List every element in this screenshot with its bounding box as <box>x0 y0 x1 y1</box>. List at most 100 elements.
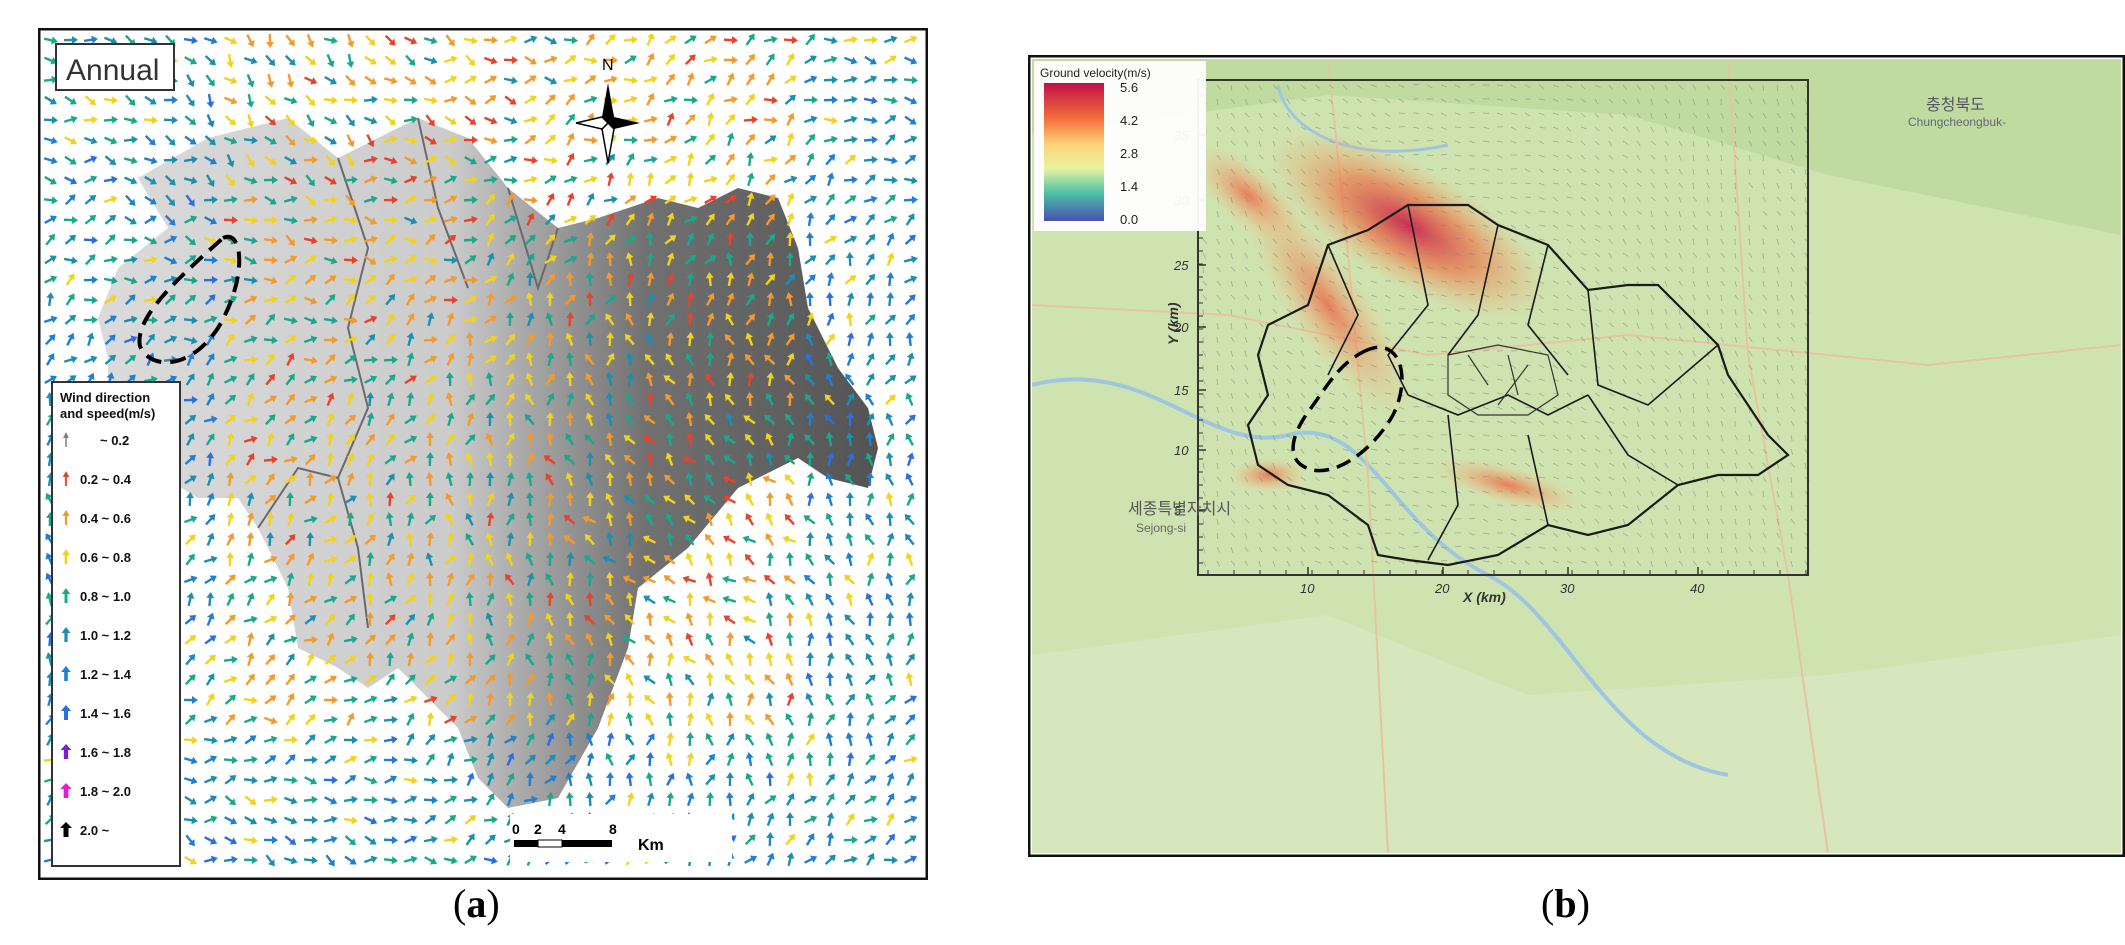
vector-arrow-icon <box>1384 546 1391 551</box>
vector-arrow-icon <box>1398 98 1405 103</box>
wind-arrow-icon <box>845 552 854 567</box>
vector-arrow-icon <box>1412 196 1419 201</box>
vector-arrow-icon <box>1608 434 1615 439</box>
vector-arrow-icon <box>1692 448 1695 455</box>
wind-arrow-icon <box>104 295 117 305</box>
vector-arrow-icon <box>1748 336 1753 343</box>
vector-arrow-icon <box>1734 490 1739 497</box>
vector-arrow-icon <box>1216 308 1222 314</box>
wind-arrow-icon <box>706 232 715 246</box>
wind-arrow-icon <box>404 415 417 425</box>
vector-arrow-icon <box>1650 294 1655 301</box>
vector-arrow-icon <box>1748 462 1753 469</box>
vector-arrow-icon <box>1524 406 1531 409</box>
vector-arrow-icon <box>1398 140 1405 144</box>
vector-arrow-icon <box>1580 126 1587 130</box>
wind-arrow-icon <box>425 432 434 447</box>
vector-arrow-icon <box>1776 364 1779 371</box>
vector-arrow-icon <box>1720 518 1725 525</box>
vector-arrow-icon <box>1790 154 1794 161</box>
wind-arrow-icon <box>864 795 877 804</box>
vector-arrow-icon <box>1244 420 1247 427</box>
wind-arrow-icon <box>805 612 814 627</box>
wind-arrow-icon <box>865 213 875 226</box>
wind-arrow-icon <box>266 432 275 447</box>
wind-arrow-icon <box>585 393 595 406</box>
vector-arrow-icon <box>1552 546 1558 552</box>
wind-arrow-icon <box>484 95 497 105</box>
wind-arrow-icon <box>223 256 238 265</box>
vector-arrow-icon <box>1720 168 1722 176</box>
wind-arrow-icon <box>585 314 596 326</box>
wind-arrow-icon <box>184 614 197 625</box>
wind-arrow-icon <box>904 855 918 864</box>
wind-arrow-icon <box>203 195 218 204</box>
vector-arrow-icon <box>1608 84 1613 91</box>
wind-arrow-icon <box>905 313 916 326</box>
vector-arrow-icon <box>1230 294 1236 300</box>
wind-arrow-icon <box>722 575 737 584</box>
wind-arrow-icon <box>644 353 655 366</box>
vector-arrow-icon <box>1398 560 1405 564</box>
legend-arrow-icon <box>62 549 70 564</box>
wind-arrow-icon <box>726 272 735 287</box>
wind-arrow-icon <box>784 75 797 85</box>
vector-arrow-icon <box>1664 112 1668 119</box>
vector-arrow-icon <box>1678 294 1683 300</box>
wind-arrow-icon <box>722 495 736 504</box>
wind-arrow-icon <box>205 433 215 446</box>
vector-arrow-icon <box>1384 406 1391 411</box>
wind-arrow-icon <box>483 815 498 824</box>
vector-arrow-icon <box>1370 532 1377 536</box>
wind-arrow-icon <box>284 415 297 425</box>
vector-arrow-icon <box>1664 504 1669 511</box>
vector-arrow-icon <box>1762 504 1767 511</box>
wind-arrow-icon <box>866 552 875 567</box>
wind-arrow-icon <box>445 472 454 487</box>
wind-arrow-icon <box>264 95 277 105</box>
vector-arrow-icon <box>1202 406 1206 413</box>
wind-arrow-icon <box>484 275 498 284</box>
wind-arrow-icon <box>864 75 878 84</box>
caption-b-open: ( <box>1541 881 1555 926</box>
wind-arrow-icon <box>904 96 918 105</box>
vector-arrow-icon <box>1482 560 1490 563</box>
vector-arrow-icon <box>1552 476 1559 480</box>
wind-arrow-icon <box>546 492 555 507</box>
wind-arrow-icon <box>404 175 418 184</box>
wind-arrow-icon <box>465 833 475 846</box>
vector-arrow-icon <box>1650 210 1653 217</box>
vector-arrow-icon <box>1384 294 1391 299</box>
vector-arrow-icon <box>1426 224 1433 229</box>
legend-row: 1.4 ~ 1.6 <box>60 705 131 721</box>
vector-arrow-icon <box>1594 546 1600 552</box>
wind-arrow-icon <box>465 434 476 446</box>
wind-arrow-icon <box>903 35 918 44</box>
vector-arrow-icon <box>1664 126 1668 133</box>
vector-arrow-icon <box>1580 98 1587 103</box>
vector-arrow-icon <box>1748 322 1751 329</box>
vector-arrow-icon <box>1538 140 1545 145</box>
wind-arrow-icon <box>866 712 875 726</box>
vector-arrow-icon <box>1594 490 1601 494</box>
wind-arrow-icon <box>285 693 295 706</box>
vector-arrow-icon <box>1496 560 1503 565</box>
vector-arrow-icon <box>1664 182 1668 189</box>
vector-arrow-icon <box>1622 210 1627 217</box>
vector-arrow-icon <box>1496 392 1503 395</box>
wind-arrow-icon <box>385 512 394 527</box>
wind-arrow-icon <box>246 34 255 48</box>
wind-arrow-icon <box>626 532 635 547</box>
wind-arrow-icon <box>366 652 375 667</box>
wind-arrow-icon <box>505 552 514 567</box>
wind-arrow-icon <box>163 95 178 104</box>
wind-arrow-icon <box>526 692 535 707</box>
vector-arrow-icon <box>1356 266 1363 270</box>
vector-arrow-icon <box>1314 504 1319 511</box>
vector-arrow-icon <box>1412 266 1419 270</box>
wind-arrow-icon <box>706 692 715 707</box>
wind-arrow-icon <box>706 93 715 106</box>
vector-arrow-icon <box>1762 546 1766 553</box>
wind-arrow-icon <box>705 712 714 726</box>
vector-arrow-icon <box>1342 98 1349 103</box>
